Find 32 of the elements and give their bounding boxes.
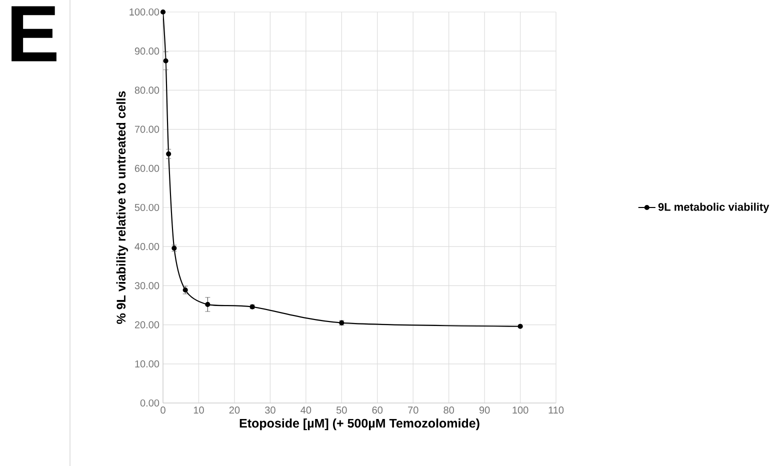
x-axis-title: Etoposide [µM] (+ 500µM Temozolomide): [240, 418, 480, 430]
y-axis-title: % 9L viability relative to untreated cells: [116, 91, 128, 324]
x-tick-label: 20: [229, 406, 240, 414]
x-tick-label: 100: [512, 406, 528, 414]
y-tick-label: 80.00: [134, 86, 160, 94]
y-tick-label: 100.00: [130, 8, 160, 16]
x-tick-label: 0: [160, 406, 166, 414]
x-tick-label: 90: [479, 406, 490, 414]
text: E: [12, 6, 56, 62]
x-tick-label: 30: [265, 406, 276, 414]
point: [160, 9, 166, 15]
y-tick-label: 20.00: [134, 321, 160, 328]
x-tick-label: 40: [300, 406, 312, 414]
x-tick-label: 80: [444, 406, 454, 414]
y-tick-label: 0.00: [140, 399, 160, 407]
x-tick-label: 60: [372, 406, 383, 414]
x-tick-label: 50: [336, 406, 347, 414]
point: [163, 58, 168, 64]
y-tick-label: 40.00: [134, 243, 160, 250]
y-tick-label: 30.00: [134, 282, 160, 290]
legend-label: 9L metabolic viability: [658, 202, 770, 214]
y-tick-label: 90.00: [134, 48, 160, 55]
point: [166, 151, 172, 156]
y-tick-label: 50.00: [134, 204, 160, 212]
y-tick-label: 10.00: [135, 360, 160, 368]
x-tick-label: 110: [548, 406, 564, 414]
point: [205, 302, 210, 308]
point: [518, 324, 523, 329]
y-tick-label: 60.00: [134, 164, 160, 172]
x-tick-label: 10: [194, 406, 204, 414]
x-tick-label: 70: [408, 406, 418, 414]
y-tick-label: 70.00: [134, 126, 160, 133]
